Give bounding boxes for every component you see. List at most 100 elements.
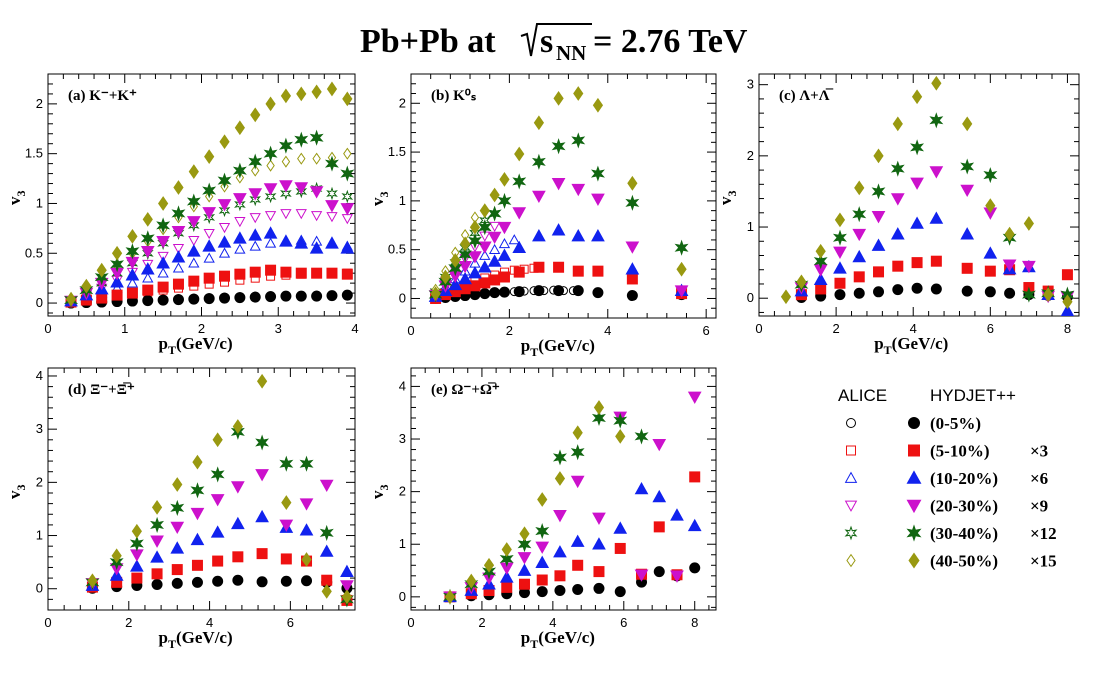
hydjet-point-20-30	[960, 184, 975, 198]
alice-point-20-30	[218, 223, 231, 234]
hydjet-point-20-30	[340, 580, 354, 593]
title-sqrt-s: s	[540, 23, 553, 60]
x-tick-label: 0	[755, 321, 762, 336]
x-axis-title: pT(GeV/c)	[874, 334, 948, 357]
hydjet-point-0-5	[626, 290, 638, 302]
hydjet-point-0-5	[265, 291, 277, 303]
hydjet-point-20-30	[910, 177, 924, 190]
hydjet-point-10-20	[140, 262, 155, 275]
y-tick-label: 1.5	[388, 144, 406, 159]
hydjet-point-40-50	[796, 274, 807, 290]
hydjet-point-30-40	[1021, 286, 1036, 303]
hydjet-point-0-5	[592, 287, 604, 299]
hydjet-point-30-40	[263, 145, 278, 162]
hydjet-point-30-40	[279, 455, 294, 472]
hydjet-point-40-50	[834, 212, 846, 228]
alice-point-20-30	[249, 213, 261, 224]
hydjet-point-5-10	[911, 257, 923, 269]
panel-label: (b) K⁰ₛ	[431, 88, 477, 104]
hydjet-point-20-30	[130, 549, 144, 562]
hydjet-point-10-20	[233, 231, 247, 244]
hydjet-point-20-30	[294, 182, 309, 195]
hydjet-point-40-50	[483, 557, 495, 573]
hydjet-point-30-40	[813, 253, 828, 270]
hydjet-point-30-40	[674, 239, 689, 256]
x-axis-title: pT(GeV/c)	[159, 334, 233, 357]
x-tick-label: 0	[44, 321, 51, 336]
hydjet-point-5-10	[203, 272, 215, 284]
hydjet-point-10-20	[535, 555, 550, 568]
hydjet-point-5-10	[151, 568, 163, 580]
hydjet-point-40-50	[127, 228, 138, 244]
figure-title: Pb+Pb at s NN = 2.76 TeV	[360, 23, 748, 65]
data-points	[443, 391, 702, 605]
hydjet-point-40-50	[172, 477, 183, 492]
hydjet-point-0-5	[212, 575, 224, 587]
hydjet-point-40-50	[572, 425, 583, 441]
hydjet-point-40-50	[676, 261, 687, 277]
hydjet-point-20-30	[871, 211, 886, 224]
hydjet-point-40-50	[469, 219, 481, 235]
y-tick-label: 2	[36, 96, 43, 111]
panel-label: (c) Λ+Λ̅	[779, 88, 833, 104]
hydjet-point-20-30	[1002, 259, 1017, 272]
hydjet-point-10-20	[497, 248, 512, 261]
hydjet-point-40-50	[499, 172, 510, 187]
legend-hydjet-marker-5-10	[908, 444, 920, 457]
hydjet-point-30-40	[497, 192, 512, 209]
legend-hydjet-marker-20-30	[906, 499, 922, 514]
title-prefix: Pb+Pb at	[360, 23, 496, 60]
hydjet-point-30-40	[210, 466, 225, 483]
hydjet-point-30-40	[458, 246, 473, 263]
hydjet-point-40-50	[489, 187, 500, 203]
alice-point-40-50	[281, 155, 291, 168]
hydjet-point-5-10	[265, 264, 277, 276]
hydjet-point-5-10	[1061, 269, 1073, 281]
hydjet-point-20-30	[263, 183, 278, 196]
hydjet-point-10-20	[210, 525, 225, 538]
hydjet-point-10-20	[517, 563, 532, 576]
hydjet-point-0-5	[961, 285, 973, 297]
hydjet-point-30-40	[552, 449, 567, 466]
hydjet-point-5-10	[930, 255, 942, 267]
y-tick-label: 1	[36, 195, 43, 210]
hydjet-point-5-10	[572, 265, 584, 277]
hydjet-point-20-30	[458, 260, 472, 274]
hydjet-point-0-5	[572, 285, 584, 297]
hydjet-point-10-20	[170, 541, 185, 554]
x-tick-label: 2	[832, 321, 839, 336]
hydjet-point-0-5	[232, 574, 244, 586]
hydjet-point-10-20	[551, 223, 566, 236]
y-axis-title: v3	[716, 191, 739, 206]
y-axis-sub: 3	[14, 485, 28, 491]
y-tick-label: 1	[399, 536, 406, 551]
hydjet-point-20-30	[929, 166, 944, 179]
hydjet-point-5-10	[249, 266, 261, 278]
alice-point-10-20	[126, 277, 139, 288]
legend-hydjet-header: HYDJET++	[930, 386, 1016, 405]
hydjet-point-10-20	[202, 239, 217, 252]
hydjet-point-10-20	[125, 268, 140, 281]
y-tick-label: 4	[36, 368, 43, 383]
alice-point-30-40	[264, 189, 277, 204]
hydjet-point-40-50	[514, 146, 525, 162]
legend-entry-factor: ×6	[1030, 469, 1048, 488]
hydjet-point-10-20	[852, 249, 867, 263]
x-tick-label: 4	[351, 321, 358, 336]
hydjet-point-10-20	[255, 509, 269, 523]
alice-point-20-30	[295, 209, 307, 220]
hydjet-point-30-40	[517, 536, 532, 553]
y-tick-label: 2	[399, 484, 406, 499]
hydjet-point-40-50	[1043, 287, 1054, 303]
hydjet-point-0-5	[984, 286, 996, 298]
hydjet-point-40-50	[873, 148, 884, 164]
hydjet-point-30-40	[232, 162, 247, 179]
hydjet-point-40-50	[131, 523, 142, 539]
hydjet-point-5-10	[626, 273, 638, 285]
y-axis-sub: 3	[377, 485, 391, 491]
hydjet-point-10-20	[186, 244, 201, 257]
hydjet-point-30-40	[110, 256, 125, 273]
hydjet-point-0-5	[311, 290, 323, 302]
x-axis-title: pT(GeV/c)	[521, 336, 595, 359]
